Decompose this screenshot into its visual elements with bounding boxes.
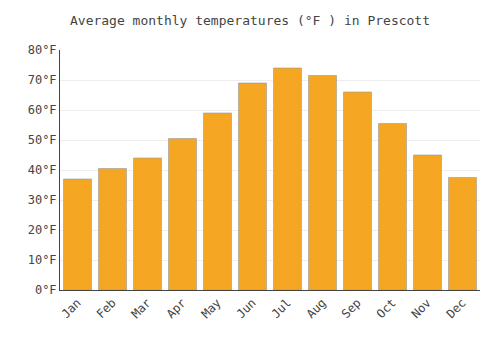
- svg-text:60°F: 60°F: [28, 103, 57, 117]
- svg-text:70°F: 70°F: [28, 73, 57, 87]
- svg-text:Jul: Jul: [269, 296, 294, 321]
- svg-text:50°F: 50°F: [28, 133, 57, 147]
- svg-text:Dec: Dec: [444, 296, 469, 321]
- svg-text:30°F: 30°F: [28, 193, 57, 207]
- svg-text:0°F: 0°F: [35, 283, 57, 297]
- svg-text:Mar: Mar: [129, 296, 154, 321]
- svg-text:Sep: Sep: [339, 296, 364, 321]
- svg-text:Oct: Oct: [374, 296, 399, 321]
- svg-text:Apr: Apr: [164, 296, 189, 321]
- svg-text:80°F: 80°F: [28, 43, 57, 57]
- svg-text:May: May: [199, 296, 224, 321]
- svg-text:40°F: 40°F: [28, 163, 57, 177]
- svg-text:20°F: 20°F: [28, 223, 57, 237]
- svg-text:Aug: Aug: [304, 296, 329, 321]
- svg-text:Nov: Nov: [409, 296, 434, 321]
- svg-text:Jan: Jan: [59, 296, 84, 321]
- svg-text:Feb: Feb: [94, 296, 119, 321]
- svg-text:10°F: 10°F: [28, 253, 57, 267]
- svg-text:Average monthly temperatures (: Average monthly temperatures (°F ) in Pr…: [70, 13, 430, 28]
- svg-text:Jun: Jun: [234, 296, 259, 321]
